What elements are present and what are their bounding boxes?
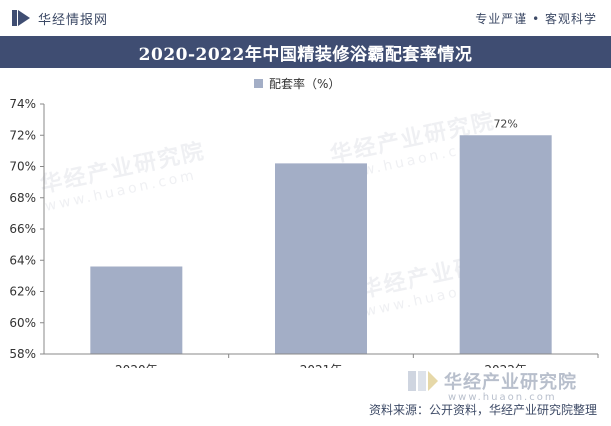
data-label: 72%	[493, 117, 517, 130]
y-tick-label: 68%	[9, 191, 36, 205]
bottom-brand-url: www.huaon.com	[448, 392, 557, 403]
y-tick-label: 66%	[9, 222, 36, 236]
slogan: 专业严谨 • 客观科学	[475, 11, 597, 26]
y-tick-label: 72%	[9, 128, 36, 142]
y-tick-label: 58%	[9, 347, 36, 361]
bar	[275, 163, 367, 354]
brand: 华经情报网	[12, 9, 108, 28]
bottom-logo-icon	[408, 371, 438, 391]
top-bar: 华经情报网 专业严谨 • 客观科学	[0, 0, 611, 36]
source-note: 资料来源：公开资料，华经产业研究院整理	[368, 403, 597, 417]
x-axis: 2020年 2021年 2022年	[44, 353, 599, 368]
legend-swatch	[254, 79, 263, 88]
y-tick-label: 64%	[9, 253, 36, 267]
bars: 72%	[90, 117, 552, 354]
brand-name: 华经情报网	[38, 12, 109, 28]
x-tick-label: 2022年	[484, 363, 527, 368]
y-tick-label: 60%	[9, 316, 36, 330]
legend-label: 配套率（%）	[269, 76, 340, 91]
bottom-brand: 华经产业研究院	[408, 368, 577, 394]
y-tick-label: 74%	[9, 97, 36, 111]
legend: 配套率（%）	[254, 76, 340, 91]
chart-title: 2020-2022年中国精装修浴霸配套率情况	[138, 44, 473, 65]
bar	[459, 135, 552, 354]
y-axis: 58% 60% 62% 64% 66% 68% 70% 72% 74%	[9, 97, 45, 361]
bar	[90, 266, 183, 354]
logo-icon	[12, 10, 30, 26]
bottom-brand-name: 华经产业研究院	[444, 372, 577, 393]
chart-title-bar: 2020-2022年中国精装修浴霸配套率情况	[0, 36, 611, 68]
y-tick-label: 62%	[9, 285, 36, 299]
x-tick-label: 2020年	[115, 363, 158, 368]
y-tick-label: 70%	[9, 160, 36, 174]
x-tick-label: 2021年	[300, 363, 343, 368]
bar-chart: 配套率（%） 58% 60% 62% 64% 66% 68% 70% 72% 74% 72% 2…	[9, 76, 599, 368]
